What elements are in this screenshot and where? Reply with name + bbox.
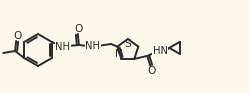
Text: NH: NH: [55, 42, 70, 52]
Text: S: S: [124, 39, 131, 49]
Text: N: N: [116, 49, 123, 59]
Text: HN: HN: [153, 46, 168, 56]
Text: O: O: [147, 66, 156, 76]
Text: NH: NH: [85, 41, 100, 51]
Text: O: O: [75, 24, 83, 34]
Text: O: O: [13, 31, 21, 41]
